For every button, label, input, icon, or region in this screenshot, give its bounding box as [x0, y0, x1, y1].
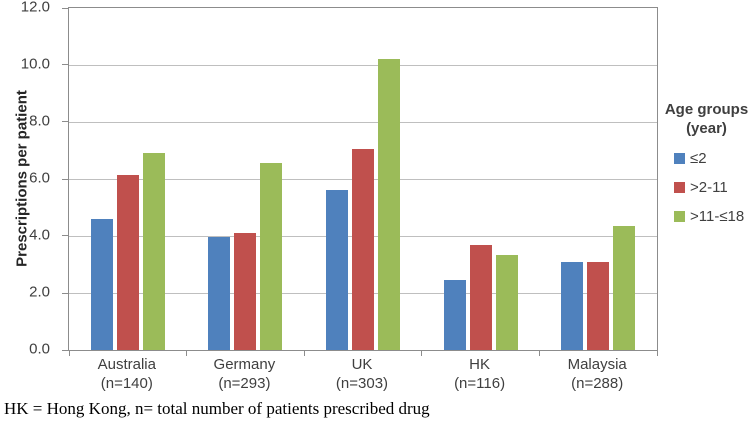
bar-group-malaysia	[539, 8, 657, 350]
y-tick-mark	[62, 64, 68, 66]
y-tick-mark	[62, 178, 68, 180]
x-label-n: (n=288)	[571, 375, 624, 392]
bar-uk-age->11-≤18	[377, 59, 400, 350]
gridline	[69, 122, 657, 123]
y-tick-mark	[62, 121, 68, 123]
legend-swatch-icon	[674, 153, 685, 164]
x-tick-mark	[303, 351, 305, 356]
y-tick-label: 4.0	[29, 226, 50, 244]
x-label-n: (n=140)	[100, 375, 153, 392]
bar-malaysia-age->2-11	[587, 261, 610, 350]
legend-swatch-icon	[674, 211, 685, 222]
y-tick-label: 2.0	[29, 283, 50, 301]
x-tick-mark	[538, 351, 540, 356]
y-tick-mark	[62, 7, 68, 9]
x-label-malaysia: Malaysia (n=288)	[538, 355, 656, 393]
bar-australia-age-≤2	[90, 218, 113, 350]
x-tick-mark	[656, 351, 658, 356]
gridline	[69, 65, 657, 66]
legend-item-age->2-11: >2-11	[674, 179, 753, 196]
y-tick-mark	[62, 292, 68, 294]
y-tick-label: 8.0	[29, 112, 50, 130]
y-tick-label: 0.0	[29, 340, 50, 358]
legend-title: Age groups (year)	[660, 100, 753, 138]
bar-malaysia-age-≤2	[561, 261, 584, 350]
legend-label: >11-≤18	[690, 208, 745, 225]
x-label-germany: Germany (n=293)	[186, 355, 304, 393]
bar-group-germany	[187, 8, 305, 350]
x-label-australia: Australia (n=140)	[68, 355, 186, 393]
x-label-name: Malaysia	[567, 356, 627, 373]
x-label-hk: HK (n=116)	[421, 355, 539, 393]
bar-hk-age->2-11	[469, 244, 492, 350]
bar-group-hk	[422, 8, 540, 350]
bar-germany-age->11-≤18	[260, 163, 283, 350]
y-tick-label: 12.0	[20, 0, 50, 16]
bar-hk-age->11-≤18	[495, 254, 518, 350]
y-axis-tick-labels: 0.0 2.0 4.0 6.0 8.0 10.0 12.0	[0, 0, 58, 358]
bar-groups	[69, 8, 657, 350]
bar-australia-age->2-11	[116, 174, 139, 350]
x-label-n: (n=116)	[454, 375, 506, 392]
legend-item-age->11-≤18: >11-≤18	[674, 208, 753, 225]
bar-malaysia-age->11-≤18	[613, 226, 636, 350]
legend: Age groups (year) ≤2 >2-11 >11-≤18	[660, 100, 753, 225]
x-tick-mark	[421, 351, 423, 356]
x-axis-labels: Australia (n=140) Germany (n=293) UK (n=303) H…	[68, 355, 656, 393]
x-label-n: (n=303)	[335, 375, 389, 392]
x-label-uk: UK (n=303)	[303, 355, 421, 393]
x-tick-mark	[68, 351, 70, 356]
y-tick-mark	[62, 349, 68, 351]
bar-germany-age-≤2	[208, 237, 231, 350]
y-tick-label: 10.0	[20, 55, 50, 73]
bar-group-uk	[304, 8, 422, 350]
footnote: HK = Hong Kong, n= total number of patie…	[4, 399, 430, 418]
legend-items: ≤2 >2-11 >11-≤18	[660, 150, 753, 225]
legend-swatch-icon	[674, 182, 685, 193]
bar-uk-age-≤2	[325, 190, 348, 350]
x-label-name: HK	[469, 356, 490, 373]
y-tick-mark	[62, 235, 68, 237]
legend-label: >2-11	[690, 179, 728, 196]
legend-item-age-≤2: ≤2	[674, 150, 753, 167]
bar-hk-age-≤2	[443, 280, 466, 350]
x-label-name: Australia	[97, 356, 156, 373]
legend-title-line2: (year)	[686, 120, 727, 137]
bar-germany-age->2-11	[234, 233, 257, 350]
bar-uk-age->2-11	[351, 149, 374, 350]
legend-label: ≤2	[690, 150, 707, 167]
bar-group-australia	[69, 8, 187, 350]
x-label-name: Germany	[213, 356, 276, 373]
bar-australia-age->11-≤18	[142, 153, 165, 350]
y-tick-label: 6.0	[29, 169, 50, 187]
plot-area	[62, 7, 658, 356]
x-label-n: (n=293)	[218, 375, 271, 392]
legend-title-line1: Age groups	[664, 101, 749, 118]
x-tick-mark	[186, 351, 188, 356]
x-label-name: UK	[351, 356, 373, 373]
